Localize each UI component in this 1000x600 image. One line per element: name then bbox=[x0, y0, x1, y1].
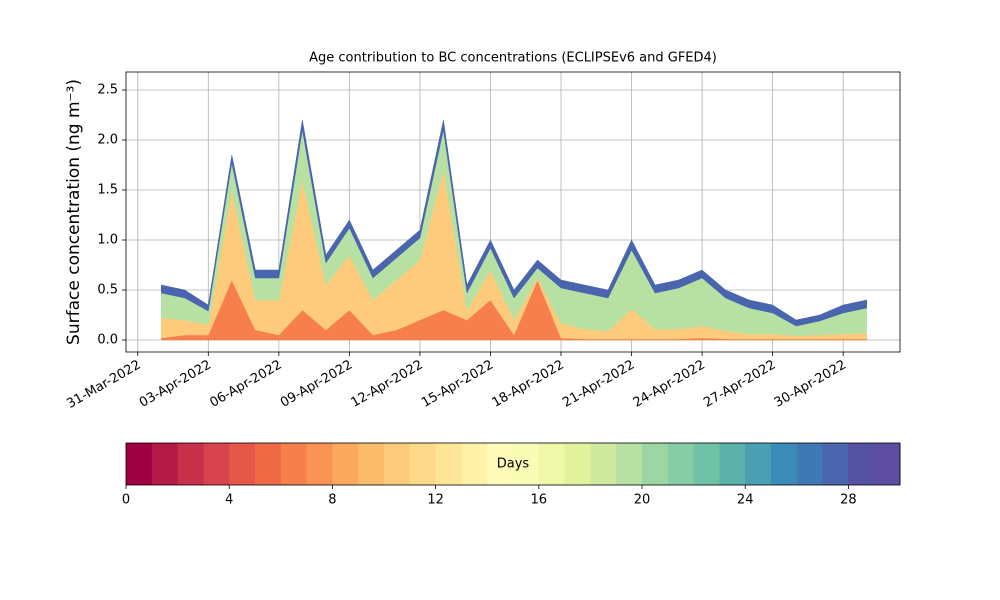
colorbar-frame bbox=[125, 442, 901, 486]
chart-title: Age contribution to BC concentrations (E… bbox=[309, 51, 717, 66]
plot-frame bbox=[125, 71, 901, 353]
colorbar-cell bbox=[358, 443, 385, 485]
colorbar-cell bbox=[513, 443, 540, 485]
x-tick-label: 24-Apr-2022 bbox=[631, 358, 708, 411]
colorbar-cell bbox=[874, 443, 901, 485]
colorbar-cell bbox=[642, 443, 669, 485]
x-tick-label: 18-Apr-2022 bbox=[490, 358, 567, 411]
colorbar-cell bbox=[177, 443, 204, 485]
x-tick-label: 21-Apr-2022 bbox=[560, 358, 637, 411]
y-tick-label: 0.5 bbox=[97, 283, 118, 298]
colorbar-cell bbox=[848, 443, 875, 485]
x-tick-label: 03-Apr-2022 bbox=[137, 358, 214, 411]
colorbar-cell bbox=[745, 443, 772, 485]
y-tick-label: 2.5 bbox=[97, 83, 118, 98]
colorbar-cell bbox=[306, 443, 333, 485]
colorbar-tick-label: 8 bbox=[328, 493, 336, 508]
colorbar-tick-label: 4 bbox=[225, 493, 233, 508]
colorbar-cell bbox=[229, 443, 256, 485]
colorbar-tick-label: 20 bbox=[634, 493, 651, 508]
colorbar-cell bbox=[487, 443, 514, 485]
y-tick-label: 0.0 bbox=[97, 333, 118, 348]
y-tick-label: 1.0 bbox=[97, 233, 118, 248]
colorbar-tick-label: 28 bbox=[840, 493, 857, 508]
colorbar-cell bbox=[771, 443, 798, 485]
colorbar-cell bbox=[538, 443, 566, 485]
colorbar-cell bbox=[461, 443, 488, 485]
colorbar-cell bbox=[719, 443, 746, 485]
colorbar-cell bbox=[590, 443, 617, 485]
y-axis-label: Surface concentration (ng m⁻³) bbox=[64, 79, 84, 345]
colorbar-cell bbox=[203, 443, 230, 485]
x-tick-label: 30-Apr-2022 bbox=[772, 358, 849, 411]
colorbar-cell bbox=[616, 443, 643, 485]
x-tick-label: 06-Apr-2022 bbox=[207, 358, 284, 411]
colorbar-cell bbox=[151, 443, 179, 485]
area bbox=[161, 119, 867, 327]
x-tick-label: 15-Apr-2022 bbox=[419, 358, 496, 411]
x-tick-label: 09-Apr-2022 bbox=[278, 358, 355, 411]
colorbar-cell bbox=[280, 443, 308, 485]
colorbar-tick-label: 12 bbox=[427, 493, 444, 508]
colorbar-cell bbox=[332, 443, 359, 485]
colorbar-label: Days bbox=[497, 457, 530, 472]
colorbar-tick-label: 24 bbox=[737, 493, 754, 508]
colorbar-cell bbox=[384, 443, 411, 485]
colorbar-cell bbox=[796, 443, 824, 485]
colorbar-cell bbox=[822, 443, 849, 485]
colorbar-cell bbox=[435, 443, 462, 485]
y-tick-label: 1.5 bbox=[97, 183, 118, 198]
colorbar-tick-label: 16 bbox=[531, 493, 548, 508]
colorbar-cell bbox=[693, 443, 720, 485]
colorbar-tick-label: 0 bbox=[122, 493, 130, 508]
colorbar-cell bbox=[667, 443, 695, 485]
colorbar-cell bbox=[409, 443, 437, 485]
x-tick-label: 12-Apr-2022 bbox=[349, 358, 426, 411]
colorbar-cell bbox=[564, 443, 591, 485]
colorbar-cell bbox=[126, 443, 153, 485]
x-tick-label: 31-Mar-2022 bbox=[64, 358, 143, 412]
y-tick-label: 2.0 bbox=[97, 133, 118, 148]
colorbar-cell bbox=[255, 443, 282, 485]
x-tick-label: 27-Apr-2022 bbox=[701, 358, 778, 411]
